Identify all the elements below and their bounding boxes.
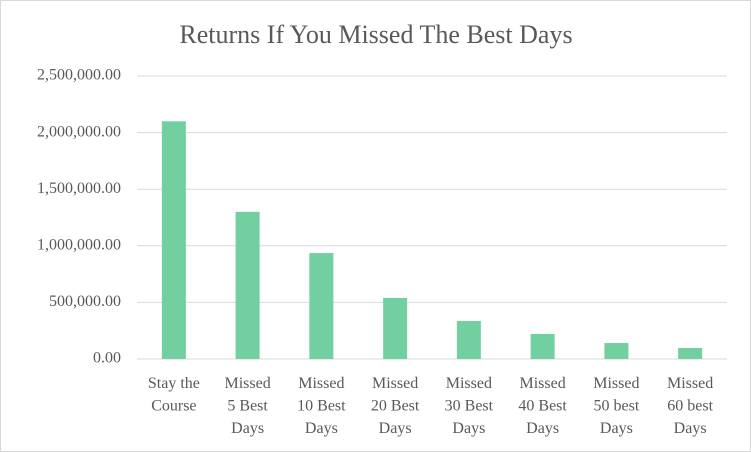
x-tick-label-line: Days [379, 420, 412, 437]
x-tick-label: Stay the Course [148, 375, 200, 415]
x-tick-label: Missed 20 Best Days [371, 375, 420, 437]
x-tick-label-line: Days [526, 420, 559, 437]
y-tick-label: 1,500,000.00 [37, 180, 121, 197]
x-tick-label-line: Missed [372, 375, 418, 392]
x-tick-label: Missed 40 Best Days [518, 375, 567, 437]
x-tick-label: Missed 60 best Days [667, 375, 714, 437]
x-tick-label-line: Course [151, 397, 196, 414]
bar [161, 121, 186, 359]
bar [309, 253, 334, 359]
bar [235, 211, 260, 359]
x-tick-label: Missed 50 best Days [593, 375, 640, 437]
x-tick-label-line: Days [305, 420, 338, 437]
x-tick-label-line: 50 best [593, 397, 639, 414]
x-tick-label-line: Days [600, 420, 633, 437]
x-tick-label-line: Missed [446, 375, 492, 392]
bar [383, 297, 408, 359]
x-tick-label-line: 30 Best [445, 397, 494, 414]
x-tick-label-line: Missed [225, 375, 271, 392]
bar [678, 348, 703, 359]
x-tick-label-line: 60 best [667, 397, 713, 414]
y-tick-label: 2,000,000.00 [37, 123, 121, 140]
bar [604, 343, 629, 359]
bar [530, 333, 555, 359]
x-tick-label-line: Missed [593, 375, 639, 392]
x-tick-label-line: Missed [298, 375, 344, 392]
x-tick-label-line: Stay the [148, 375, 200, 392]
x-tick-label-line: Days [452, 420, 485, 437]
y-tick-label: 1,000,000.00 [37, 236, 121, 253]
x-tick-label-line: 5 Best [227, 397, 268, 414]
x-tick-label-line: Missed [520, 375, 566, 392]
x-tick-label-line: Days [674, 420, 707, 437]
x-tick-label: Missed 10 Best Days [297, 375, 346, 437]
x-tick-label-line: Days [231, 420, 264, 437]
y-tick-label: 500,000.00 [49, 293, 121, 310]
x-tick-label: Missed 30 Best Days [445, 375, 494, 437]
x-tick-label: Missed 5 Best Days [225, 375, 271, 437]
x-tick-label-line: 10 Best [297, 397, 346, 414]
chart-title: Returns If You Missed The Best Days [179, 20, 572, 49]
x-tick-label-line: Missed [667, 375, 713, 392]
x-tick-label-line: 40 Best [518, 397, 567, 414]
x-tick-label-line: 20 Best [371, 397, 420, 414]
y-tick-label: 0.00 [93, 350, 121, 367]
bar [456, 320, 481, 359]
y-tick-label: 2,500,000.00 [37, 67, 121, 84]
